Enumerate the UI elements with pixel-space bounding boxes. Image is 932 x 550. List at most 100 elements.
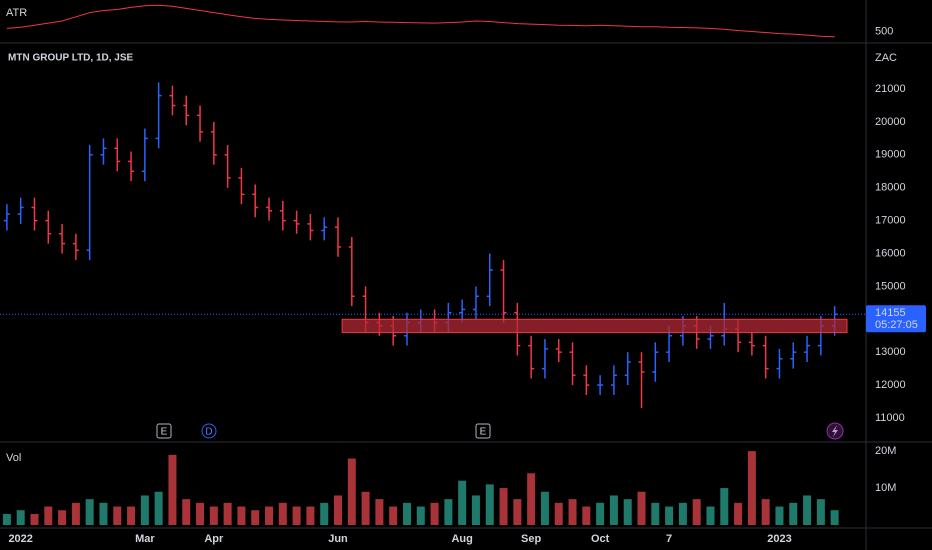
volume-bar xyxy=(196,502,205,525)
volume-bar xyxy=(665,506,674,525)
y-tick-label: 18000 xyxy=(875,182,906,194)
volume-bar xyxy=(747,451,756,525)
volume-bar xyxy=(402,502,411,525)
volume-bar xyxy=(292,506,301,525)
x-tick-label: Oct xyxy=(591,533,610,545)
y-tick-label: 11000 xyxy=(875,412,905,424)
icon-bolt xyxy=(832,425,838,437)
volume-bar xyxy=(2,513,11,525)
volume-bar xyxy=(692,499,701,525)
volume-bar xyxy=(540,491,549,525)
volume-bar xyxy=(16,510,25,525)
y-tick-label: 13000 xyxy=(875,346,906,358)
volume-bar xyxy=(830,510,839,525)
volume-bar xyxy=(706,506,715,525)
volume-bar xyxy=(265,506,274,525)
volume-bar xyxy=(85,499,94,525)
y-tick-label: 17000 xyxy=(875,215,906,227)
event-marker[interactable]: E xyxy=(156,423,172,439)
event-marker[interactable]: E xyxy=(475,423,491,439)
volume-bar xyxy=(375,499,384,525)
volume-bar xyxy=(471,495,480,525)
price-label-box xyxy=(866,305,926,333)
volume-bar xyxy=(168,454,177,525)
volume-bar xyxy=(127,506,136,525)
y-tick-label: 500 xyxy=(875,25,893,37)
volume-bar xyxy=(582,506,591,525)
volume-bar xyxy=(499,488,508,525)
event-label: E xyxy=(161,427,168,438)
event-label: E xyxy=(480,427,487,438)
volume-bar xyxy=(637,491,646,525)
volume-bar xyxy=(71,502,80,525)
volume-bar xyxy=(58,510,67,525)
event-box xyxy=(156,423,172,439)
x-tick-label: 2023 xyxy=(767,533,791,545)
y-tick-label: 16000 xyxy=(875,247,906,259)
volume-bar xyxy=(140,495,149,525)
volume-bar xyxy=(485,484,494,525)
x-tick-label: Aug xyxy=(451,533,472,545)
volume-bar xyxy=(44,506,53,525)
volume-bar xyxy=(30,513,39,525)
y-tick-label: 15000 xyxy=(875,280,906,292)
countdown: 05:27:05 xyxy=(875,319,918,331)
volume-bar xyxy=(99,502,108,525)
volume-bar xyxy=(237,506,246,525)
volume-bar xyxy=(761,499,770,525)
event-marker[interactable]: D xyxy=(201,423,217,439)
volume-bar xyxy=(775,506,784,525)
volume-bar xyxy=(651,502,660,525)
atr-title: ATR xyxy=(6,7,27,19)
volume-bar xyxy=(306,506,315,525)
x-tick-label: Apr xyxy=(204,533,224,545)
x-tick-label: 2022 xyxy=(8,533,32,545)
last-price: 14155 xyxy=(875,307,906,319)
lightning-icon[interactable] xyxy=(826,422,844,440)
volume-bar xyxy=(609,495,618,525)
volume-bar xyxy=(320,502,329,525)
volume-bar xyxy=(789,502,798,525)
unit-label: ZAC xyxy=(875,52,897,64)
volume-bar xyxy=(444,499,453,525)
volume-bar xyxy=(333,495,342,525)
volume-bar xyxy=(568,499,577,525)
y-tick-label: 19000 xyxy=(875,149,906,161)
y-tick-label: 20000 xyxy=(875,116,906,128)
volume-bar xyxy=(278,502,287,525)
event-box xyxy=(201,423,217,439)
volume-bar xyxy=(554,502,563,525)
volume-bar xyxy=(816,499,825,525)
volume-bar xyxy=(596,502,605,525)
x-tick-label: Jun xyxy=(328,533,348,545)
volume-bar xyxy=(430,502,439,525)
x-tick-label: Sep xyxy=(521,533,541,545)
volume-bar xyxy=(623,499,632,525)
y-tick-label: 20M xyxy=(875,445,896,457)
volume-bar xyxy=(734,502,743,525)
volume-bar xyxy=(113,506,122,525)
volume-title: Vol xyxy=(6,452,21,464)
volume-bar xyxy=(361,491,370,525)
volume-bar xyxy=(458,480,467,525)
x-tick-label: 7 xyxy=(666,533,672,545)
volume-bar xyxy=(209,506,218,525)
chart-title: MTN GROUP LTD, 1D, JSE xyxy=(8,53,134,64)
volume-bar xyxy=(720,488,729,525)
x-tick-label: Mar xyxy=(135,533,155,545)
y-tick-label: 10M xyxy=(875,482,896,494)
y-tick-label: 12000 xyxy=(875,379,906,391)
event-label: D xyxy=(205,427,212,438)
volume-bar xyxy=(803,495,812,525)
volume-bar xyxy=(347,458,356,525)
volume-bar xyxy=(513,499,522,525)
y-tick-label: 21000 xyxy=(875,83,906,95)
event-box xyxy=(475,423,491,439)
atr-line xyxy=(6,4,835,38)
volume-bar xyxy=(527,473,536,525)
volume-bar xyxy=(251,510,260,525)
zone xyxy=(341,318,848,333)
